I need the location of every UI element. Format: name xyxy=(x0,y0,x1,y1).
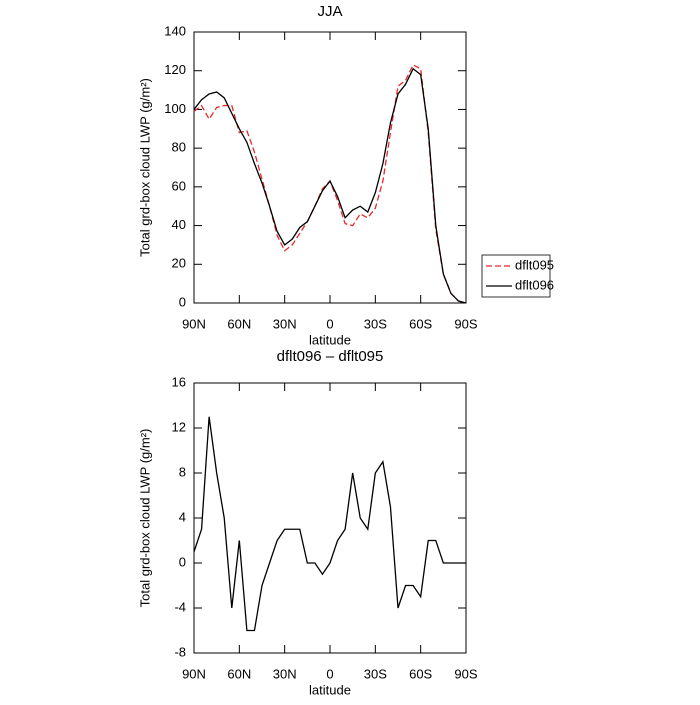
x-axis-label: latitude xyxy=(309,682,351,697)
y-tick-label: 120 xyxy=(164,62,186,77)
x-axis-label: latitude xyxy=(309,332,351,347)
y-tick-label: 12 xyxy=(172,419,186,434)
y-tick-label: 16 xyxy=(172,374,186,389)
y-tick-label: 0 xyxy=(179,294,186,309)
y-tick-label: 8 xyxy=(179,464,186,479)
legend-label: dflt095 xyxy=(515,257,554,272)
y-axis-label: Total grd-box cloud LWP (g/m²) xyxy=(137,429,152,608)
x-tick-label: 60N xyxy=(227,666,251,681)
y-tick-label: 20 xyxy=(172,256,186,271)
data-line xyxy=(193,64,467,304)
x-tick-label: 60S xyxy=(409,666,432,681)
data-line xyxy=(193,67,467,304)
y-tick-label: 80 xyxy=(172,140,186,155)
x-tick-label: 0 xyxy=(326,666,333,681)
y-tick-label: 0 xyxy=(179,554,186,569)
y-tick-label: 4 xyxy=(179,509,186,524)
y-tick-label: -8 xyxy=(174,644,186,659)
y-tick-label: 140 xyxy=(164,23,186,38)
y-axis-label: Total grd-box cloud LWP (g/m²) xyxy=(137,78,152,257)
x-tick-label: 30N xyxy=(273,666,297,681)
chart-title: dflt096 – dflt095 xyxy=(277,348,384,365)
chart-title: JJA xyxy=(317,3,342,20)
plot-frame xyxy=(193,382,467,654)
x-tick-label: 90S xyxy=(454,666,477,681)
y-tick-label: 60 xyxy=(172,178,186,193)
x-tick-label: 60N xyxy=(227,316,251,331)
data-line xyxy=(193,416,466,632)
y-tick-label: 40 xyxy=(172,217,186,232)
legend-box xyxy=(481,254,551,298)
x-tick-label: 0 xyxy=(326,316,333,331)
plot-frame xyxy=(193,31,467,304)
x-tick-label: 30N xyxy=(273,316,297,331)
x-tick-label: 90S xyxy=(454,316,477,331)
x-tick-label: 30S xyxy=(364,316,387,331)
y-tick-label: -4 xyxy=(174,599,186,614)
x-tick-label: 90N xyxy=(182,316,206,331)
x-tick-label: 60S xyxy=(409,316,432,331)
x-tick-label: 90N xyxy=(182,666,206,681)
legend-label: dflt096 xyxy=(515,277,554,292)
y-tick-label: 100 xyxy=(164,101,186,116)
x-tick-label: 30S xyxy=(364,666,387,681)
